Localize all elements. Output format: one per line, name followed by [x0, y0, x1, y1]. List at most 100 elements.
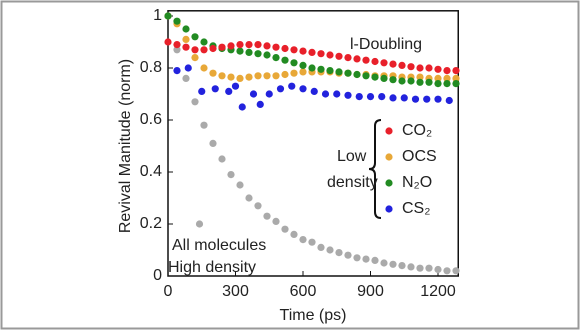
point	[245, 194, 253, 202]
point	[353, 55, 361, 63]
point	[317, 65, 325, 73]
point	[281, 56, 289, 64]
point	[434, 65, 442, 73]
point	[371, 73, 379, 81]
point	[353, 254, 361, 262]
point	[443, 80, 451, 88]
point	[200, 64, 208, 72]
point	[371, 256, 379, 264]
point	[225, 87, 233, 95]
y-tick-label: 0.4	[140, 163, 162, 180]
point	[344, 69, 352, 77]
point	[236, 47, 244, 55]
point	[173, 17, 181, 25]
point	[281, 225, 289, 233]
point	[378, 93, 386, 101]
point	[254, 72, 262, 80]
point	[182, 25, 190, 33]
point	[308, 48, 316, 57]
point	[254, 202, 262, 210]
point	[254, 41, 262, 49]
point	[434, 74, 442, 82]
point	[263, 42, 271, 50]
point	[389, 60, 397, 68]
legend-marker	[385, 153, 393, 161]
legend-brace	[368, 119, 382, 219]
point	[182, 35, 190, 44]
point	[434, 265, 442, 274]
point	[173, 67, 181, 75]
point	[218, 155, 226, 163]
point	[407, 63, 415, 71]
x-tick-label: 1200	[420, 283, 456, 300]
point	[366, 93, 375, 101]
point	[326, 51, 334, 59]
point	[200, 46, 208, 54]
point	[452, 80, 460, 88]
point	[317, 243, 325, 251]
point	[290, 59, 298, 67]
annotation: l-Doubling	[350, 36, 422, 53]
point	[299, 47, 307, 55]
annotation: High density	[168, 259, 256, 276]
point	[344, 251, 352, 259]
point	[200, 121, 208, 129]
x-tick-label: 0	[164, 283, 173, 300]
y-tick-label: 0.2	[140, 215, 162, 232]
point	[425, 78, 433, 86]
point	[317, 50, 325, 58]
point	[400, 94, 408, 102]
point	[380, 259, 388, 267]
point	[191, 46, 199, 54]
point	[198, 87, 206, 95]
point	[245, 48, 253, 57]
point	[173, 46, 181, 54]
point	[254, 50, 262, 58]
point	[355, 93, 363, 101]
point	[299, 236, 307, 244]
point	[407, 263, 415, 271]
plot-area	[167, 10, 459, 277]
point	[211, 85, 219, 93]
y-tick-label: 1	[153, 7, 162, 24]
point	[434, 80, 442, 88]
point	[445, 96, 453, 105]
point	[308, 238, 316, 246]
point	[191, 98, 199, 106]
point	[164, 38, 172, 46]
point	[182, 43, 190, 51]
point	[371, 57, 379, 66]
point	[227, 171, 235, 179]
point	[353, 70, 361, 79]
point	[335, 68, 343, 76]
point	[218, 72, 226, 80]
point	[272, 72, 280, 80]
point	[362, 72, 370, 80]
point	[263, 72, 271, 80]
point	[416, 73, 424, 81]
y-axis-title: Revival Manitude (norm)	[117, 59, 134, 233]
point	[321, 90, 330, 98]
point	[245, 73, 253, 81]
annotation: Low	[337, 148, 367, 165]
point	[238, 103, 246, 111]
point	[245, 41, 253, 49]
point	[236, 181, 244, 189]
point	[218, 43, 226, 51]
x-tick-label: 600	[290, 283, 317, 300]
point	[299, 85, 307, 93]
point	[389, 260, 397, 268]
point	[416, 78, 424, 86]
point	[452, 67, 460, 75]
point	[398, 262, 406, 270]
point	[231, 82, 240, 90]
point	[389, 94, 397, 102]
point	[299, 68, 307, 76]
point	[398, 77, 406, 85]
legend-label: OCS	[402, 148, 437, 165]
point	[209, 69, 217, 77]
point	[290, 230, 298, 238]
x-tick-label: 300	[222, 283, 249, 300]
point	[344, 54, 352, 62]
